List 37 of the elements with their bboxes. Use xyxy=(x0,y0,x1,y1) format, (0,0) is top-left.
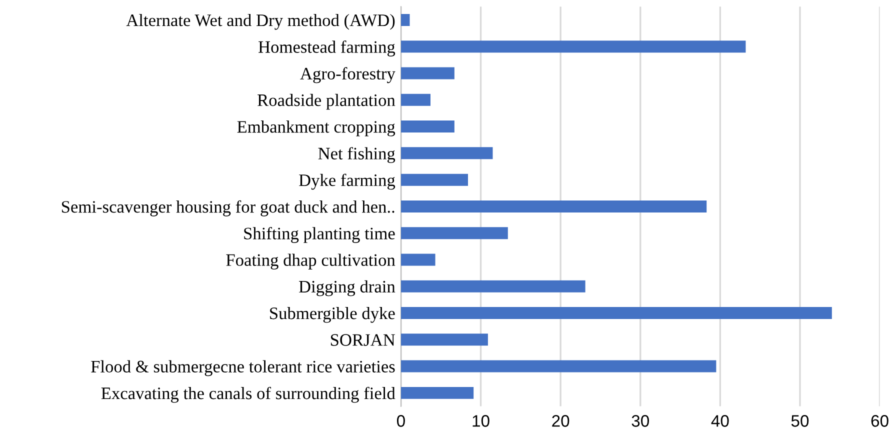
bar xyxy=(400,40,746,53)
bar xyxy=(400,147,493,160)
y-tick-label: Homestead farming xyxy=(258,40,396,56)
y-tick-label: Alternate Wet and Dry method (AWD) xyxy=(126,14,395,30)
x-tick-label: 50 xyxy=(791,415,809,427)
bar xyxy=(400,334,488,346)
bar xyxy=(400,307,832,320)
y-tick-label: Shifting planting time xyxy=(244,226,395,243)
bar xyxy=(400,360,716,372)
x-tick-label: 60 xyxy=(871,415,888,427)
y-tick-label: Dyke farming xyxy=(299,174,396,190)
bar xyxy=(400,120,454,133)
bar xyxy=(400,14,410,26)
y-tick-label: Roadside plantation xyxy=(258,94,396,110)
bar xyxy=(400,174,468,186)
y-tick-label: Embankment cropping xyxy=(237,120,396,136)
bar xyxy=(400,94,430,106)
y-tick-label: SORJAN xyxy=(330,334,396,346)
bar xyxy=(400,280,586,292)
y-tick-label: Submergible dyke xyxy=(270,306,395,323)
bar xyxy=(400,227,508,240)
bar xyxy=(400,67,454,80)
x-tick-label: 10 xyxy=(472,415,490,427)
x-tick-label: 0 xyxy=(396,415,405,427)
y-tick-label: Excavating the canals of surrounding field xyxy=(101,386,396,403)
y-tick-label: Flood & submergecne tolerant rice varieties xyxy=(91,360,395,376)
x-tick-label: 40 xyxy=(711,415,729,427)
y-tick-label: Net fishing xyxy=(318,147,396,164)
bar xyxy=(400,254,436,266)
bar xyxy=(400,386,474,399)
x-tick-label: 20 xyxy=(552,415,570,427)
bar xyxy=(400,200,707,212)
y-tick-label: Foating dhap cultivation xyxy=(226,254,396,270)
y-tick-label: Semi-scavenger housing for goat duck and hen.. xyxy=(62,200,394,216)
y-tick-label: Agro-forestry xyxy=(300,67,396,84)
x-tick-label: 30 xyxy=(632,415,649,427)
y-tick-label: Digging drain xyxy=(298,280,396,296)
